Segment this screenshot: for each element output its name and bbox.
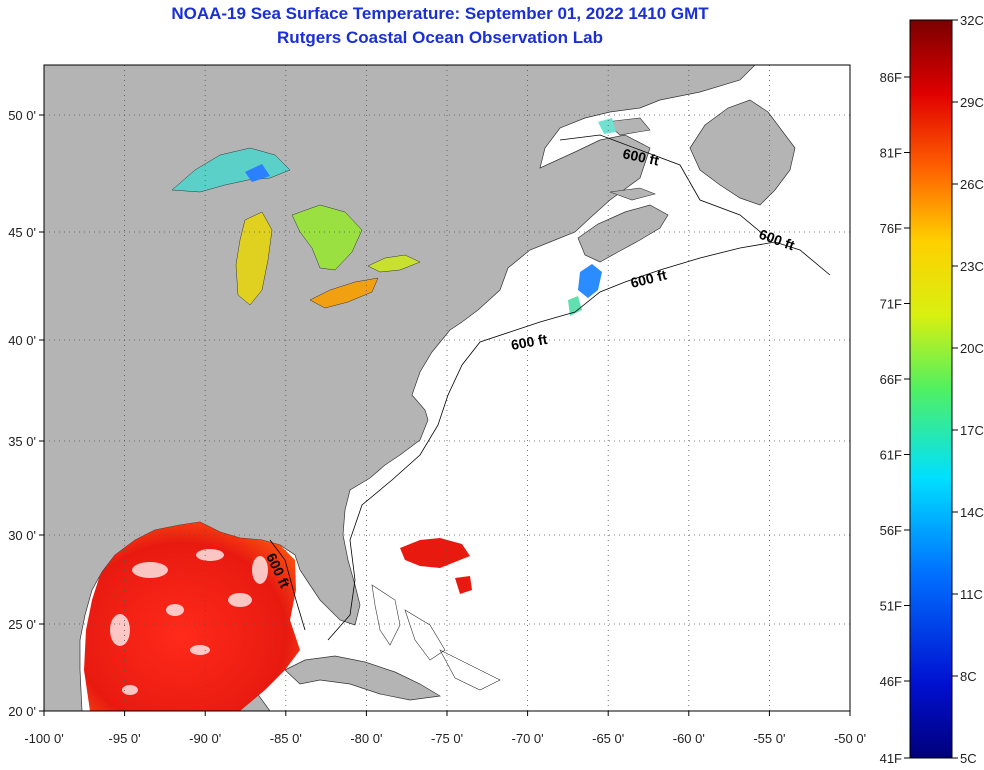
colorbar-fahrenheit-label: 41F (880, 751, 902, 766)
colorbar-fahrenheit-label: 51F (880, 599, 902, 614)
lake-cold-patch (245, 164, 270, 182)
contour-600ft (327, 241, 831, 641)
colorbar-celsius-label: 11C (960, 587, 983, 602)
lon-tick-label: -50 0' (834, 731, 866, 746)
map-subtitle: Rutgers Coastal Ocean Observation Lab (277, 28, 603, 47)
map-title: NOAA-19 Sea Surface Temperature: Septemb… (171, 4, 709, 23)
bahamas-bank (371, 584, 401, 646)
gulf-of-maine-sst (578, 264, 602, 298)
lake-huron (291, 204, 363, 271)
colorbar-fahrenheit-label: 46F (880, 674, 902, 689)
contour-label: 600 ft (510, 331, 549, 353)
lat-tick-label: 45 0' (8, 225, 36, 240)
colorbar-celsius-label: 8C (960, 669, 977, 684)
lon-tick-label: -100 0' (24, 731, 63, 746)
lon-tick-label: -85 0' (270, 731, 302, 746)
lon-tick-label: -70 0' (512, 731, 544, 746)
land-newfoundland (689, 99, 796, 206)
colorbar-fahrenheit-label: 81F (880, 146, 902, 161)
colorbar-celsius-label: 29C (960, 95, 984, 110)
lat-tick-label: 20 0' (8, 704, 36, 719)
colorbar-fahrenheit-label: 66F (880, 372, 902, 387)
lat-tick-label: 25 0' (8, 617, 36, 632)
atlantic-sst-patch (400, 538, 470, 568)
colorbar-fahrenheit-label: 56F (880, 523, 902, 538)
colorbar-celsius-label: 5C (960, 751, 977, 766)
colorbar-fahrenheit-label: 61F (880, 448, 902, 463)
colorbar-celsius-label: 14C (960, 505, 984, 520)
colorbar-celsius-label: 26C (960, 177, 984, 192)
lat-tick-label: 35 0' (8, 434, 36, 449)
contour-label: 600 ft (621, 145, 660, 168)
lat-tick-label: 40 0' (8, 333, 36, 348)
land-cuba (284, 655, 442, 701)
contour-600ft (559, 134, 771, 241)
atlantic-sst-patch (455, 576, 472, 594)
lon-tick-label: -80 0' (350, 731, 382, 746)
land-island (609, 187, 656, 201)
contour-600ft (269, 539, 306, 631)
lon-tick-label: -55 0' (753, 731, 785, 746)
lake-ontario (367, 254, 421, 273)
colorbar-fahrenheit-label: 71F (880, 297, 902, 312)
colorbar-fahrenheit-label: 76F (880, 221, 902, 236)
colorbar (909, 19, 953, 759)
colorbar-celsius-label: 20C (960, 341, 984, 356)
lake-erie (309, 277, 379, 309)
lat-tick-label: 50 0' (8, 108, 36, 123)
lon-tick-label: -60 0' (673, 731, 705, 746)
lon-tick-label: -75 0' (431, 731, 463, 746)
lake-superior (171, 147, 291, 193)
bahamas-bank (439, 649, 501, 691)
land-nova-scotia (577, 204, 669, 263)
lat-tick-label: 30 0' (8, 528, 36, 543)
lon-tick-label: -90 0' (189, 731, 221, 746)
colorbar-celsius-label: 23C (960, 259, 984, 274)
bahamas-bank (404, 609, 446, 661)
coastal-sst (568, 296, 582, 316)
lon-tick-label: -95 0' (109, 731, 141, 746)
lon-tick-label: -65 0' (592, 731, 624, 746)
colorbar-celsius-label: 32C (960, 13, 984, 28)
coastal-sst (598, 118, 616, 134)
cloud-mask (110, 549, 268, 695)
colorbar-celsius-label: 17C (960, 423, 984, 438)
colorbar-fahrenheit-label: 86F (880, 70, 902, 85)
lake-michigan (235, 211, 273, 306)
